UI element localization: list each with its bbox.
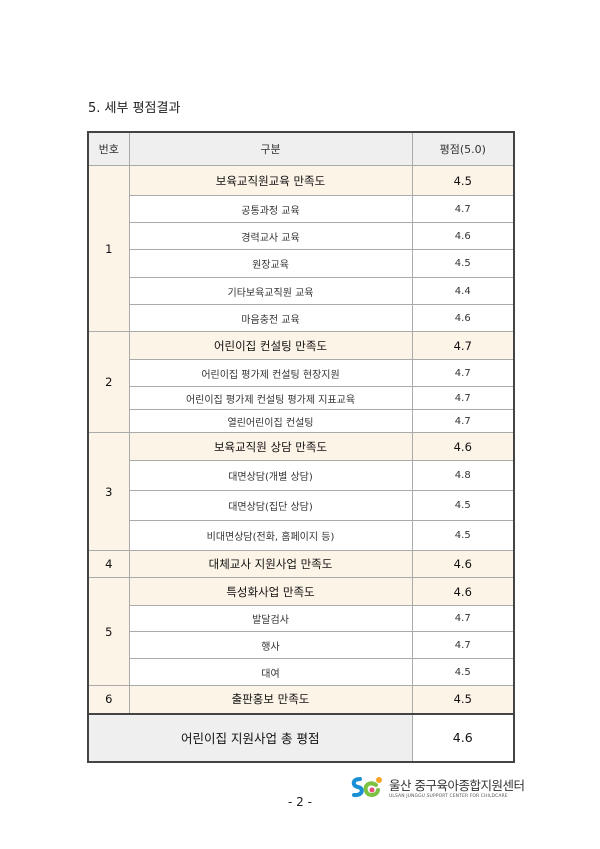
summary-row: 3 보육교직원 상담 만족도 4.6 bbox=[87, 432, 515, 551]
item-score: 4.7 bbox=[411, 195, 515, 223]
item-label: 기타보육교직원 교육 bbox=[128, 277, 413, 305]
header-category: 구분 bbox=[128, 131, 413, 166]
item-label: 대면상담(개별 상담) bbox=[128, 460, 413, 491]
item-label: 어린이집 평가제 컨설팅 평가제 지표교육 bbox=[128, 386, 413, 410]
item-row: 마음충전 교육 4.6 bbox=[88, 304, 515, 332]
logo-subtitle: ULSAN JUNGGU SUPPORT CENTER FOR CHILDCAR… bbox=[389, 794, 508, 799]
total-label: 어린이집 지원사업 총 평점 bbox=[87, 713, 413, 762]
item-row: 행사 4.7 bbox=[88, 631, 515, 659]
item-score: 4.5 bbox=[411, 249, 515, 278]
item-label: 대여 bbox=[128, 658, 413, 686]
summary-score: 4.7 bbox=[411, 331, 515, 360]
summary-label: 대체교사 지원사업 만족도 bbox=[128, 550, 413, 578]
summary-score: 4.5 bbox=[411, 685, 515, 714]
item-score: 4.6 bbox=[411, 304, 515, 332]
group-number: 2 bbox=[87, 331, 130, 433]
item-score: 4.5 bbox=[411, 658, 515, 686]
summary-label: 출판홍보 만족도 bbox=[128, 685, 413, 714]
logo-name: 울산 중구육아종합지원센터 bbox=[389, 778, 525, 793]
item-score: 4.6 bbox=[411, 222, 515, 250]
item-row: 어린이집 평가제 컨설팅 현장지원 4.7 bbox=[88, 359, 515, 387]
item-score: 4.7 bbox=[411, 386, 515, 410]
logo-mark-icon bbox=[351, 777, 382, 798]
summary-label: 보육교직원 상담 만족도 bbox=[128, 432, 413, 461]
item-label: 원장교육 bbox=[128, 249, 413, 278]
item-row: 경력교사 교육 4.6 bbox=[88, 222, 515, 250]
item-score: 4.7 bbox=[411, 631, 515, 659]
item-label: 경력교사 교육 bbox=[128, 222, 413, 250]
item-label: 공통과정 교육 bbox=[128, 195, 413, 223]
summary-label: 어린이집 컨설팅 만족도 bbox=[128, 331, 413, 360]
center-logo: 울산 중구육아종합지원센터 ULSAN JUNGGU SUPPORT CENTE… bbox=[350, 775, 525, 799]
total-score: 4.6 bbox=[411, 713, 515, 762]
item-row: 비대면상담(전화, 홈페이지 등) 4.5 bbox=[88, 520, 515, 551]
section-heading: 5. 세부 평점결과 bbox=[88, 101, 181, 116]
item-row: 기타보육교직원 교육 4.4 bbox=[88, 277, 515, 305]
summary-score: 4.6 bbox=[411, 550, 515, 578]
header-score: 평점(5.0) bbox=[411, 131, 515, 166]
summary-row: 1 보육교직원교육 만족도 4.5 bbox=[87, 165, 515, 332]
summary-row: 5 특성화사업 만족도 4.6 bbox=[87, 577, 515, 686]
item-score: 4.5 bbox=[411, 520, 515, 551]
item-score: 4.4 bbox=[411, 277, 515, 305]
page-number: - 2 - bbox=[288, 795, 312, 809]
item-score: 4.7 bbox=[411, 409, 515, 433]
item-label: 어린이집 평가제 컨설팅 현장지원 bbox=[128, 359, 413, 387]
summary-score: 4.5 bbox=[411, 165, 515, 196]
table-header-row: 번호 구분 평점(5.0) bbox=[87, 131, 515, 166]
item-row: 대여 4.5 bbox=[88, 658, 515, 686]
item-row: 원장교육 4.5 bbox=[88, 249, 515, 278]
group-number: 3 bbox=[87, 432, 130, 551]
header-number: 번호 bbox=[87, 131, 130, 166]
total-row: 어린이집 지원사업 총 평점 4.6 bbox=[87, 713, 515, 762]
summary-label: 특성화사업 만족도 bbox=[128, 577, 413, 606]
item-label: 행사 bbox=[128, 631, 413, 659]
summary-row: 4 대체교사 지원사업 만족도 4.6 bbox=[87, 550, 515, 578]
summary-row: 6 출판홍보 만족도 4.5 bbox=[87, 685, 515, 714]
summary-row: 2 어린이집 컨설팅 만족도 4.7 bbox=[87, 331, 515, 433]
item-score: 4.7 bbox=[411, 359, 515, 387]
group-number: 4 bbox=[87, 550, 130, 578]
group-number: 5 bbox=[87, 577, 130, 686]
item-row: 열린어린이집 컨설팅 4.7 bbox=[88, 409, 515, 433]
item-row: 대면상담(집단 상담) 4.5 bbox=[88, 490, 515, 521]
item-row: 발달검사 4.7 bbox=[88, 605, 515, 632]
summary-label: 보육교직원교육 만족도 bbox=[128, 165, 413, 196]
item-row: 대면상담(개별 상담) 4.8 bbox=[88, 460, 515, 491]
item-row: 공통과정 교육 4.7 bbox=[88, 195, 515, 223]
item-label: 마음충전 교육 bbox=[128, 304, 413, 332]
item-score: 4.8 bbox=[411, 460, 515, 491]
ratings-table: 번호 구분 평점(5.0) 1 보육교직원교육 만족도 4.5 공통과정 교육 4.7 경… bbox=[87, 131, 515, 763]
item-label: 대면상담(집단 상담) bbox=[128, 490, 413, 521]
item-score: 4.7 bbox=[411, 605, 515, 632]
group-number: 1 bbox=[87, 165, 130, 332]
item-label: 열린어린이집 컨설팅 bbox=[128, 409, 413, 433]
item-label: 발달검사 bbox=[128, 605, 413, 632]
item-row: 어린이집 평가제 컨설팅 평가제 지표교육 4.7 bbox=[88, 386, 515, 410]
item-label: 비대면상담(전화, 홈페이지 등) bbox=[128, 520, 413, 551]
summary-score: 4.6 bbox=[411, 432, 515, 461]
item-score: 4.5 bbox=[411, 490, 515, 521]
group-number: 6 bbox=[87, 685, 130, 714]
summary-score: 4.6 bbox=[411, 577, 515, 606]
